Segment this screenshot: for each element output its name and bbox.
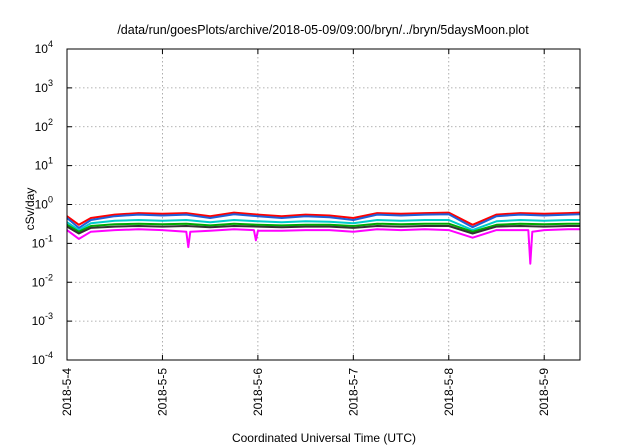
x-tick-label: 2018-5-4 <box>60 368 74 416</box>
data-series <box>66 211 581 265</box>
y-tick-label: 10-2 <box>32 272 53 289</box>
y-tick-label: 101 <box>35 156 53 173</box>
series-line-2 <box>66 213 581 229</box>
y-tick-label: 100 <box>35 195 53 212</box>
y-tick-label: 103 <box>35 78 53 95</box>
y-tick-label: 10-4 <box>32 350 53 367</box>
x-tick-label: 2018-5-7 <box>346 368 360 416</box>
y-tick-label: 10-1 <box>32 233 53 250</box>
x-tick-label: 2018-5-8 <box>442 368 456 416</box>
x-tick-label: 2018-5-6 <box>251 368 265 416</box>
series-line-4 <box>66 222 580 233</box>
x-tick-label: 2018-5-5 <box>155 368 169 416</box>
series-line-3 <box>66 219 580 232</box>
series-line-6 <box>66 228 580 265</box>
x-tick-label: 2018-5-9 <box>537 368 551 416</box>
x-axis-label: Coordinated Universal Time (UTC) <box>232 431 416 445</box>
series-line-5 <box>66 225 580 235</box>
y-axis-label: cSv/day <box>23 188 37 231</box>
axis-ticks: 10-4 10-3 10-2 10-1 100 101 102 103 104 2018-5-4 2… <box>32 39 580 416</box>
y-tick-label: 10-3 <box>32 311 53 328</box>
chart-title: /data/run/goesPlots/archive/2018-05-09/0… <box>117 23 529 37</box>
series-line-1 <box>66 211 581 226</box>
y-tick-label: 102 <box>35 117 53 134</box>
grid-lines <box>67 49 580 360</box>
y-tick-label: 104 <box>35 39 53 56</box>
